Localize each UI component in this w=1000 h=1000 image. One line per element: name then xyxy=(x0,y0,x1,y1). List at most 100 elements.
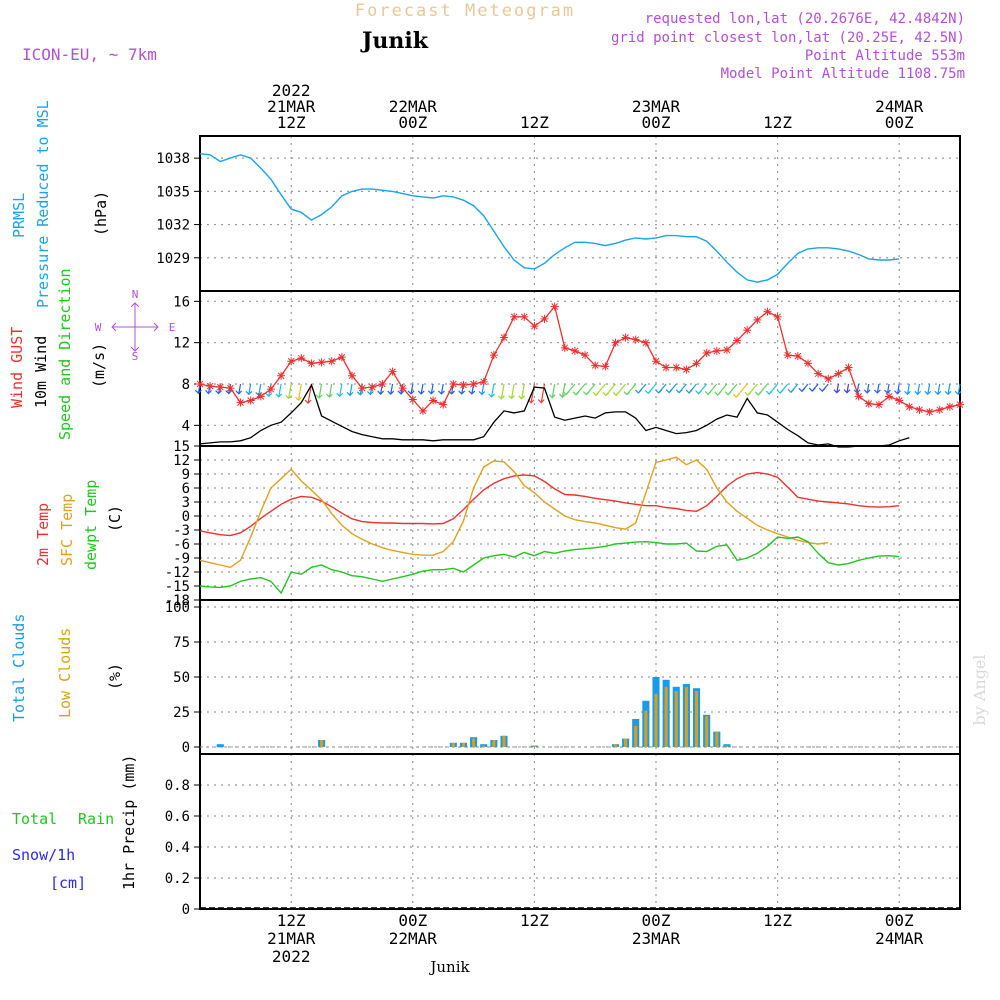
panel-frame xyxy=(199,753,961,910)
wind-gust-marker xyxy=(337,353,346,362)
compass-e: E xyxy=(169,321,176,334)
precip-unit: 1hr Precip (mm) xyxy=(120,755,138,890)
clouds-unit: (%) xyxy=(106,663,124,690)
wind-vector xyxy=(957,383,961,395)
requested-lonlat: requested lon,lat (20.2676E, 42.4842N) xyxy=(645,11,965,27)
wind-gust-marker xyxy=(601,362,610,371)
wind-gust-marker xyxy=(733,336,742,345)
wind-vector-head xyxy=(754,391,762,396)
wind-vector-head xyxy=(685,389,693,394)
y-tick-label: -15 xyxy=(165,579,190,595)
wind-gust-marker xyxy=(945,402,954,411)
wind-vector-head xyxy=(623,391,631,396)
top-time-label: 12Z xyxy=(277,113,306,132)
wind-vector-head xyxy=(508,395,516,400)
bottom-time-label: 12Z xyxy=(277,911,306,930)
wind-gust-marker xyxy=(388,367,397,376)
wind-gust-marker xyxy=(591,361,600,370)
y-tick-label: 75 xyxy=(173,635,190,651)
y-tick-label: 0.6 xyxy=(165,809,190,825)
wind-vector-head xyxy=(458,390,466,395)
bottom-time-label: 12Z xyxy=(520,911,549,930)
wind-vector-head xyxy=(518,395,526,400)
wind-gust-marker xyxy=(348,371,356,380)
wind-vector xyxy=(349,383,353,396)
wind-gust-marker xyxy=(530,322,539,331)
wind-gust-marker xyxy=(844,363,853,372)
wind-gust-marker xyxy=(874,400,883,409)
y-tick-label: 0 xyxy=(182,740,190,756)
wind-gust-marker xyxy=(712,346,721,355)
wind-gust-marker xyxy=(266,385,275,394)
wind-vector-head xyxy=(744,391,752,397)
wind-gust-marker xyxy=(256,392,265,401)
wind-vector-head xyxy=(285,395,293,400)
wind-vector-head xyxy=(954,390,962,396)
y-tick-label: -3 xyxy=(173,523,190,539)
wind-vector-head xyxy=(326,393,333,398)
temp-dewpt-line xyxy=(199,536,900,595)
wind-vector-head xyxy=(245,390,253,396)
wind-vector-head xyxy=(235,390,243,395)
wind-gust-marker xyxy=(935,405,944,414)
wind-gust-marker xyxy=(317,358,326,367)
wind-unit: (m/s) xyxy=(90,343,108,388)
wind-vector xyxy=(491,383,495,397)
wind-vector-head xyxy=(704,390,712,396)
wind-vector-head xyxy=(438,390,445,395)
wind-vector xyxy=(297,383,302,401)
wind-vector-head xyxy=(592,391,600,397)
wind-gust-marker xyxy=(814,369,823,378)
wind-gust-marker xyxy=(611,338,620,347)
wind-vector xyxy=(500,383,505,399)
total-label: Total xyxy=(12,810,57,828)
low-cloud-bar xyxy=(725,745,729,747)
wind-gust-marker xyxy=(905,402,914,411)
wind-vector xyxy=(927,383,931,395)
wind-vector xyxy=(420,383,424,395)
wind-gust-marker xyxy=(864,399,873,408)
bottom-time-label: 00Z xyxy=(642,911,671,930)
wind-vector-head xyxy=(468,390,476,395)
wind-gust-marker xyxy=(429,396,438,405)
temp-2m-label: 2m Temp xyxy=(34,503,52,566)
wind-vector xyxy=(390,383,394,395)
wind-vector-head xyxy=(944,390,952,396)
wind-vector-head xyxy=(572,391,580,396)
pressure-label: Pressure Reduced to MSL xyxy=(34,100,52,308)
wind-vector-head xyxy=(924,390,932,396)
wind-vector xyxy=(906,383,910,395)
wind-vector xyxy=(288,383,292,399)
wind-vector-head xyxy=(765,390,773,395)
temp-unit: (C) xyxy=(106,505,124,532)
wind-gust-marker xyxy=(307,359,316,368)
wind-gust-marker xyxy=(753,315,762,324)
wind-vector-head xyxy=(675,389,683,394)
wind-gust-marker xyxy=(722,345,731,354)
footer-location: Junik xyxy=(428,958,470,976)
y-tick-label: 6 xyxy=(182,481,190,497)
wind-gust-marker xyxy=(449,380,458,388)
wind-vector-head xyxy=(884,389,891,394)
wind-vector xyxy=(430,383,434,394)
model-name: ICON-EU, ~ 7km xyxy=(22,45,157,64)
wind-vector-head xyxy=(843,389,851,394)
y-tick-label: 1032 xyxy=(156,218,190,234)
wind-vector xyxy=(258,383,262,396)
low-clouds-label: Low Clouds xyxy=(56,628,74,718)
wind-gust-marker xyxy=(196,380,204,388)
wind-gust-marker xyxy=(479,377,488,386)
top-time-label: 12Z xyxy=(763,113,792,132)
panel-clouds: 0 25 50 75 100 xyxy=(165,599,961,756)
wind-vector xyxy=(917,383,921,395)
wind-gust-marker xyxy=(570,346,579,355)
wind-vector-head xyxy=(863,389,871,394)
y-tick-label: -18 xyxy=(165,593,190,609)
wind-gust-marker xyxy=(804,359,812,368)
top-time-label: 2022 xyxy=(272,81,311,100)
y-tick-label: 1038 xyxy=(156,151,190,167)
panel-frame xyxy=(199,135,961,292)
y-tick-label: -12 xyxy=(165,565,190,581)
